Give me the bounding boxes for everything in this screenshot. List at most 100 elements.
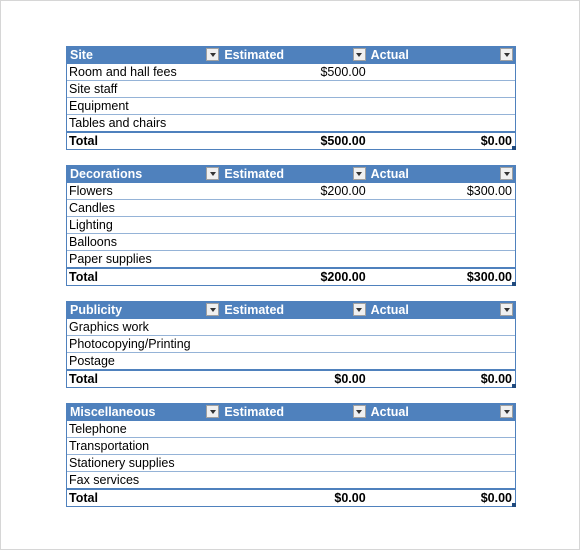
row-estimated[interactable] — [221, 234, 367, 250]
row-label[interactable]: Balloons — [69, 235, 117, 249]
row-label[interactable]: Flowers — [69, 184, 113, 198]
row-label[interactable]: Graphics work — [69, 320, 149, 334]
estimated-header: Estimated — [221, 47, 367, 64]
total-actual: $0.00 — [480, 134, 512, 148]
row-label[interactable]: Transportation — [69, 439, 150, 453]
row-estimated[interactable] — [221, 472, 367, 488]
row-actual[interactable] — [368, 251, 515, 267]
row-estimated[interactable] — [221, 455, 367, 471]
total-estimated: $200.00 — [320, 270, 366, 284]
chevron-down-icon[interactable] — [206, 48, 220, 61]
row-actual[interactable] — [368, 217, 515, 233]
table-row: Flowers $200.00 $300.00 — [67, 183, 515, 200]
table-row: Candles — [67, 200, 515, 217]
row-estimated[interactable] — [221, 98, 367, 114]
category-header: Publicity — [67, 302, 221, 319]
row-actual[interactable] — [368, 353, 515, 369]
row-estimated[interactable] — [221, 200, 367, 216]
row-label[interactable]: Lighting — [69, 218, 113, 232]
estimated-header-label: Estimated — [224, 303, 285, 317]
row-actual[interactable] — [368, 319, 515, 335]
chevron-down-icon[interactable] — [352, 48, 366, 61]
row-actual[interactable] — [368, 421, 515, 437]
total-row: Total $0.00 $0.00 — [67, 489, 515, 506]
chevron-down-icon[interactable] — [352, 405, 366, 418]
estimated-header-label: Estimated — [224, 48, 285, 62]
row-label[interactable]: Tables and chairs — [69, 116, 167, 130]
row-estimated[interactable] — [221, 319, 367, 335]
total-label: Total — [69, 134, 98, 148]
table-header-row: Publicity Estimated Actual — [67, 302, 515, 319]
table-row: Postage — [67, 353, 515, 370]
row-estimated[interactable] — [221, 81, 367, 97]
row-estimated[interactable] — [221, 421, 367, 437]
row-label[interactable]: Room and hall fees — [69, 65, 177, 79]
row-estimated[interactable] — [221, 353, 367, 369]
row-actual[interactable] — [368, 438, 515, 454]
row-label[interactable]: Photocopying/Printing — [69, 337, 191, 351]
chevron-down-icon[interactable] — [500, 48, 513, 61]
table-row: Lighting — [67, 217, 515, 234]
actual-header-label: Actual — [370, 167, 409, 181]
chevron-down-icon[interactable] — [500, 303, 513, 316]
resize-handle[interactable] — [512, 282, 516, 286]
total-label: Total — [69, 372, 98, 386]
table-row: Telephone — [67, 421, 515, 438]
table-row: Tables and chairs — [67, 115, 515, 132]
row-actual[interactable] — [368, 115, 515, 131]
row-label[interactable]: Candles — [69, 201, 115, 215]
row-label[interactable]: Fax services — [69, 473, 140, 487]
row-actual[interactable] — [368, 455, 515, 471]
actual-header-label: Actual — [370, 48, 409, 62]
row-actual[interactable] — [368, 81, 515, 97]
row-estimated[interactable] — [221, 336, 367, 352]
chevron-down-icon[interactable] — [352, 303, 366, 316]
row-label[interactable]: Stationery supplies — [69, 456, 175, 470]
row-label[interactable]: Paper supplies — [69, 252, 152, 266]
total-label: Total — [69, 270, 98, 284]
row-label[interactable]: Telephone — [69, 422, 127, 436]
row-label[interactable]: Site staff — [69, 82, 118, 96]
total-row: Total $0.00 $0.00 — [67, 370, 515, 387]
chevron-down-icon[interactable] — [352, 167, 366, 180]
table-row: Site staff — [67, 81, 515, 98]
row-label[interactable]: Equipment — [69, 99, 129, 113]
category-header: Site — [67, 47, 221, 64]
row-actual[interactable] — [368, 472, 515, 488]
chevron-down-icon[interactable] — [500, 405, 513, 418]
table-row: Paper supplies — [67, 251, 515, 268]
estimated-header-label: Estimated — [224, 167, 285, 181]
budget-table-site: Site Estimated Actual Room and hall fees $50… — [66, 46, 516, 150]
chevron-down-icon[interactable] — [500, 167, 513, 180]
row-actual[interactable] — [368, 64, 515, 80]
resize-handle[interactable] — [512, 503, 516, 507]
row-estimated[interactable]: $500.00 — [320, 65, 366, 79]
estimated-header: Estimated — [221, 166, 367, 183]
row-estimated[interactable] — [221, 251, 367, 267]
total-actual: $300.00 — [466, 270, 512, 284]
actual-header-label: Actual — [370, 405, 409, 419]
table-row: Balloons — [67, 234, 515, 251]
total-actual: $0.00 — [480, 372, 512, 386]
row-estimated[interactable]: $200.00 — [320, 184, 366, 198]
resize-handle[interactable] — [512, 384, 516, 388]
row-actual[interactable] — [368, 336, 515, 352]
row-estimated[interactable] — [221, 115, 367, 131]
actual-header: Actual — [368, 404, 515, 421]
row-label[interactable]: Postage — [69, 354, 115, 368]
row-estimated[interactable] — [221, 438, 367, 454]
category-header-label: Miscellaneous — [70, 405, 156, 419]
table-row: Equipment — [67, 98, 515, 115]
chevron-down-icon[interactable] — [206, 303, 220, 316]
chevron-down-icon[interactable] — [206, 405, 220, 418]
row-actual[interactable] — [368, 98, 515, 114]
row-actual[interactable] — [368, 200, 515, 216]
total-row: Total $200.00 $300.00 — [67, 268, 515, 285]
chevron-down-icon[interactable] — [206, 167, 220, 180]
row-actual[interactable]: $300.00 — [466, 184, 512, 198]
category-header: Decorations — [67, 166, 221, 183]
row-actual[interactable] — [368, 234, 515, 250]
row-estimated[interactable] — [221, 217, 367, 233]
resize-handle[interactable] — [512, 146, 516, 150]
total-row: Total $500.00 $0.00 — [67, 132, 515, 149]
